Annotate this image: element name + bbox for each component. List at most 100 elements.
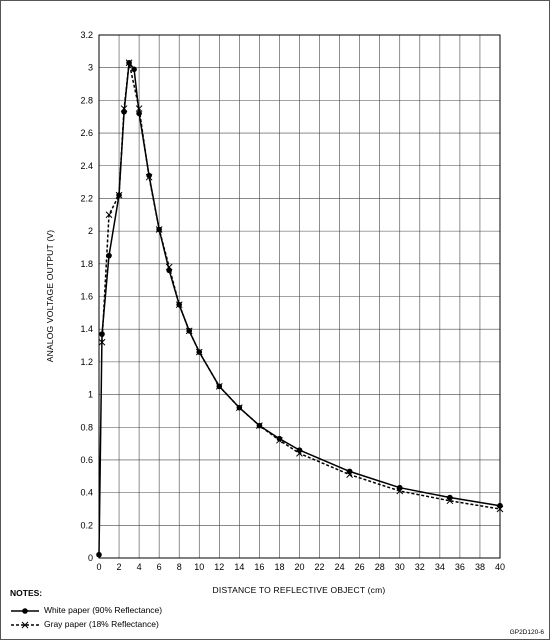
x-marker-stroke (165, 263, 173, 271)
x-tick-label: 36 (455, 562, 465, 572)
x-tick-label: 28 (375, 562, 385, 572)
x-tick-label: 18 (274, 562, 284, 572)
y-tick-label: 0.2 (80, 520, 93, 530)
legend-item-white: White paper (90% Reflectance) (10, 604, 162, 618)
x-marker-stroke (145, 173, 153, 181)
data-point-x (165, 263, 173, 271)
x-marker-stroke (346, 471, 353, 479)
y-tick-label: 0.6 (80, 455, 93, 465)
y-tick-label: 0.4 (80, 488, 93, 498)
x-marker-stroke (125, 59, 133, 67)
y-tick-label: 0.8 (80, 422, 93, 432)
data-point-x (135, 105, 143, 112)
data-point-x (195, 348, 203, 356)
data-point-dot (99, 331, 105, 337)
x-marker-stroke (296, 450, 303, 457)
x-marker-stroke (105, 211, 113, 219)
y-tick-label: 1.8 (80, 259, 93, 269)
legend-marker-dashed-x (11, 621, 39, 628)
x-tick-label: 12 (214, 562, 224, 572)
y-tick-label: 2.6 (80, 128, 93, 138)
x-marker-stroke (256, 422, 263, 429)
x-tick-label: 14 (234, 562, 244, 572)
x-tick-label: 40 (495, 562, 505, 572)
x-marker-stroke (396, 487, 404, 495)
x-tick-label: 26 (355, 562, 365, 572)
x-tick-label: 16 (254, 562, 264, 572)
data-point-dot (96, 551, 102, 558)
y-tick-label: 1.2 (80, 357, 93, 367)
data-point-dot (131, 66, 137, 73)
legend-item-gray: Gray paper (18% Reflectance) (10, 618, 162, 632)
x-axis-label: DISTANCE TO REFLECTIVE OBJECT (cm) (213, 585, 386, 595)
y-tick-label: 2 (88, 226, 93, 236)
series-line (101, 62, 501, 510)
data-point-x (346, 471, 353, 479)
x-tick-label: 34 (435, 562, 445, 572)
tick-labels: 0 2 4 6 8 10 12 14 16 18 20 22 24 26 28 30 32 34 36 38 4000.… (80, 30, 505, 572)
x-marker-stroke (135, 105, 143, 112)
x-marker-stroke (496, 505, 504, 513)
x-tick-label: 24 (335, 562, 345, 572)
data-point-x (496, 505, 504, 513)
y-tick-label: 2.2 (80, 193, 93, 203)
data-point-x (105, 211, 113, 219)
data-point-x (175, 301, 183, 309)
legend-label-white: White paper (90% Reflectance) (44, 605, 163, 616)
data-point-x (276, 436, 283, 444)
x-tick-label: 2 (117, 562, 122, 572)
data-point-x (115, 191, 123, 199)
y-tick-label: 0 (88, 553, 93, 563)
y-tick-label: 3.2 (80, 30, 93, 40)
x-tick-label: 10 (194, 562, 204, 572)
data-point-x (98, 338, 106, 346)
y-tick-label: 1.6 (80, 292, 93, 302)
data-point-x (396, 487, 404, 495)
data-point-x (296, 450, 303, 457)
y-tick-label: 2.4 (80, 161, 93, 171)
data-point-x (235, 404, 243, 411)
x-tick-label: 8 (177, 562, 182, 572)
x-marker-stroke (446, 497, 454, 505)
data-point-x (120, 105, 128, 112)
x-marker-stroke (155, 226, 163, 233)
x-marker-stroke (115, 191, 123, 199)
legend-label-gray: Gray paper (18% Reflectance) (44, 619, 159, 630)
x-marker-stroke (235, 404, 243, 411)
x-marker-stroke (195, 348, 203, 356)
x-tick-label: 20 (294, 562, 304, 572)
x-tick-label: 32 (415, 562, 425, 572)
data-point-x (145, 173, 153, 181)
y-tick-label: 1.4 (80, 324, 93, 334)
plot-border (98, 34, 501, 559)
data-point-dot (106, 252, 112, 259)
figure-code: GP2D120-6 (509, 629, 544, 636)
data-point-x (446, 497, 454, 505)
data-point-x (256, 422, 263, 429)
y-axis-label: ANALOG VOLTAGE OUTPUT (V) (45, 230, 55, 363)
data-point-x (125, 59, 133, 67)
x-marker-stroke (185, 327, 193, 335)
notes-legend: NOTES: White paper (90% Reflectance) Gra… (10, 589, 162, 632)
grid (98, 34, 501, 559)
x-tick-label: 6 (157, 562, 162, 572)
data-point-x (185, 327, 193, 335)
y-tick-label: 1 (88, 390, 93, 400)
x-marker-stroke (215, 383, 223, 390)
y-tick-label: 2.8 (80, 95, 93, 105)
series (96, 59, 504, 558)
legend-marker-solid-dot (11, 607, 39, 614)
data-point-x (215, 383, 223, 390)
x-marker-stroke (175, 301, 183, 309)
x-tick-label: 0 (96, 562, 101, 572)
x-marker-stroke (120, 105, 128, 112)
x-marker-stroke (276, 436, 283, 444)
series-gray-paper (98, 59, 504, 513)
y-tick-label: 3 (88, 63, 93, 73)
notes-title: NOTES: (10, 588, 43, 598)
x-tick-label: 4 (137, 562, 142, 572)
data-point-x (155, 226, 163, 233)
x-marker-stroke (98, 338, 106, 346)
x-tick-label: 30 (395, 562, 405, 572)
